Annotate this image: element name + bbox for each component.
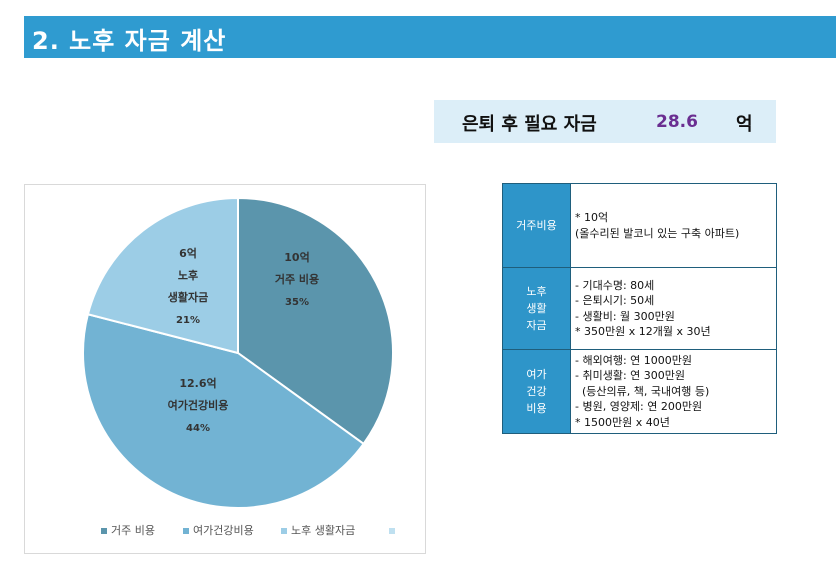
description-line: * 1500만원 x 40년 — [575, 415, 670, 429]
category-line: 비용 — [526, 402, 547, 415]
description-line: - 병원, 영양제: 연 200만원 — [575, 400, 703, 414]
description-line: * 350만원 x 12개월 x 30년 — [575, 325, 711, 338]
category-line: 노후 — [526, 285, 547, 298]
description-line: - 생활비: 월 300만원 — [575, 309, 675, 323]
section-header: 2. 노후 자금 계산 — [24, 16, 836, 58]
description-cell: * 10억 (올수리된 발코니 있는 구축 아파트) — [570, 183, 777, 268]
cost-breakdown-table: 거주비용 * 10억 (올수리된 발코니 있는 구축 아파트) 노후 생활 자금… — [502, 183, 777, 434]
legend-swatch — [183, 528, 189, 534]
summary-label: 은퇴 후 필요 자금 — [462, 114, 597, 135]
summary-value: 28.6 — [656, 112, 698, 132]
pie-data-label: 생활자금 — [168, 290, 208, 304]
description-cell: - 해외여행: 연 1000만원 - 취미생활: 연 300만원 (등산의류, … — [570, 349, 777, 434]
description-line: (등산의류, 책, 국내여행 등) — [575, 384, 710, 398]
pie-data-label: 35% — [285, 297, 309, 308]
legend-swatch — [281, 528, 287, 534]
legend-swatch — [389, 528, 395, 534]
description-line: - 은퇴시기: 50세 — [575, 294, 655, 307]
pie-data-label: 거주 비용 — [275, 272, 319, 286]
description-line: - 취미생활: 연 300만원 — [575, 369, 686, 383]
category-cell: 노후 생활 자금 — [502, 267, 571, 350]
description-line: - 기대수명: 80세 — [575, 278, 655, 292]
description-line: - 해외여행: 연 1000만원 — [575, 353, 692, 367]
retirement-fund-summary: 은퇴 후 필요 자금 28.6 억 — [434, 100, 776, 143]
legend-swatch — [101, 528, 107, 534]
category-cell: 거주비용 — [502, 183, 571, 268]
pie-slice-3[interactable] — [86, 196, 239, 355]
category-cell: 여가 건강 비용 — [502, 349, 571, 434]
pie-data-label: 12.6억 — [179, 377, 216, 390]
legend-label: 여가건강비용 — [193, 524, 254, 537]
category-line: 거주비용 — [516, 219, 557, 232]
description-line: (올수리된 발코니 있는 구축 아파트) — [575, 226, 740, 240]
pie-data-label: 44% — [186, 423, 210, 434]
category-line: 생활 — [526, 302, 547, 315]
pie-data-label: 여가건강비용 — [168, 398, 229, 412]
description-cell: - 기대수명: 80세 - 은퇴시기: 50세 - 생활비: 월 300만원 *… — [570, 267, 777, 350]
pie-data-label: 10억 — [284, 251, 309, 264]
category-line: 자금 — [526, 319, 547, 332]
pie-data-label: 노후 — [178, 268, 198, 282]
summary-unit: 억 — [736, 114, 753, 135]
description-line: * 10억 — [575, 211, 609, 224]
section-title: 2. 노후 자금 계산 — [32, 27, 227, 55]
pie-data-label: 6억 — [179, 247, 197, 260]
category-line: 여가 — [526, 368, 547, 381]
table-row: 거주비용 * 10억 (올수리된 발코니 있는 구축 아파트) — [502, 183, 777, 268]
pie-slice-1[interactable] — [237, 196, 394, 446]
pie-slice-2[interactable] — [82, 313, 365, 509]
legend-label: 거주 비용 — [111, 524, 155, 537]
category-line: 건강 — [526, 385, 547, 398]
legend-label: 노후 생활자금 — [291, 523, 355, 537]
pie-data-label: 21% — [176, 315, 200, 326]
table-row: 노후 생활 자금 - 기대수명: 80세 - 은퇴시기: 50세 - 생활비: … — [502, 267, 777, 350]
table-row: 여가 건강 비용 - 해외여행: 연 1000만원 - 취미생활: 연 300만… — [502, 349, 777, 434]
